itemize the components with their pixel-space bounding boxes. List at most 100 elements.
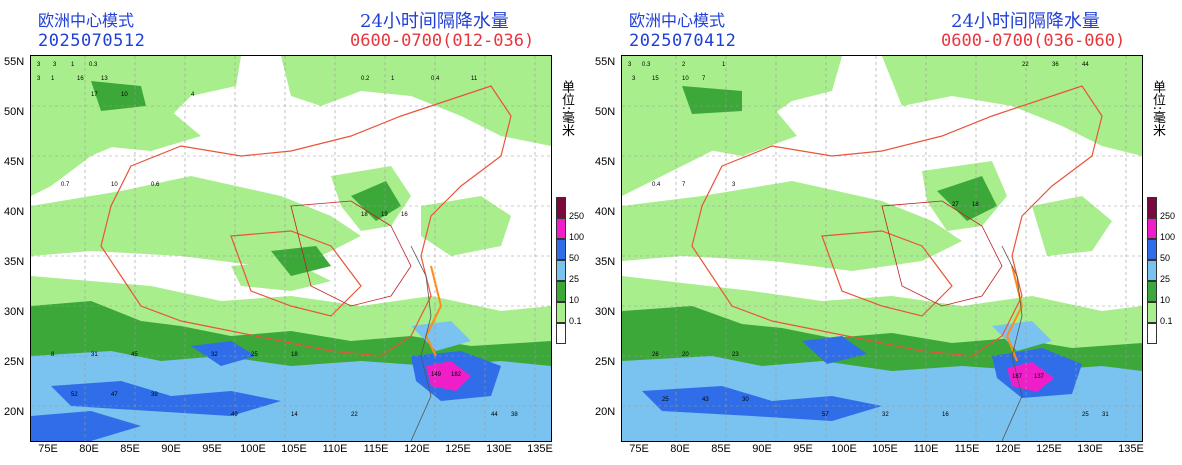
svg-text:36: 36 — [1052, 62, 1059, 68]
svg-text:30: 30 — [742, 397, 749, 403]
legend-value-25: 25 — [1160, 274, 1171, 284]
svg-text:45: 45 — [131, 352, 138, 358]
lat-label-55: 55N — [595, 56, 616, 68]
svg-text:10: 10 — [121, 92, 128, 98]
svg-text:0.3: 0.3 — [642, 62, 651, 68]
svg-text:1: 1 — [51, 76, 55, 82]
legend-value-100: 100 — [1160, 232, 1176, 242]
svg-text:49: 49 — [231, 412, 238, 418]
legend-value-25: 25 — [569, 274, 580, 284]
svg-text:8: 8 — [51, 352, 55, 358]
extreme-areas — [426, 361, 471, 391]
svg-text:0.4: 0.4 — [652, 182, 661, 188]
legend-swatch-250plus — [1147, 197, 1157, 218]
lon-label-80: 80E — [79, 443, 99, 455]
legend-swatch-50 — [556, 239, 566, 260]
svg-text:23: 23 — [732, 352, 739, 358]
svg-text:1: 1 — [391, 76, 395, 82]
precip-map-svg: 3 3 1 0.3 3 1 16 13 17 10 4 0.2 1 0.4 11 0.7 10 0.6 1… — [31, 56, 551, 441]
lon-label-75: 75E — [38, 443, 58, 455]
precip-map-svg: 3 0.3 2 1 3 15 10 7 22 36 44 0.4 7 3 27 18 26 20 23 1… — [622, 56, 1142, 441]
svg-text:52: 52 — [71, 392, 78, 398]
lon-label-85: 85E — [711, 443, 731, 455]
legend-swatch-01 — [556, 302, 566, 323]
svg-text:3: 3 — [37, 62, 41, 68]
run-date: 2025070512 — [38, 31, 146, 51]
lat-label-30: 30N — [595, 306, 616, 318]
svg-text:0.3: 0.3 — [89, 62, 98, 68]
svg-text:10: 10 — [682, 76, 689, 82]
svg-text:4: 4 — [191, 92, 195, 98]
panel-right: 欧洲中心模式 2025070412 24小时间隔降水量 0600-0700(03… — [591, 0, 1182, 465]
legend-swatch-0 — [556, 323, 566, 344]
svg-text:3: 3 — [632, 76, 636, 82]
svg-text:15: 15 — [652, 76, 659, 82]
lat-label-35: 35N — [4, 256, 25, 268]
svg-text:27: 27 — [952, 202, 959, 208]
svg-text:137: 137 — [1034, 374, 1045, 380]
legend-swatch-10 — [556, 281, 566, 302]
svg-text:18: 18 — [361, 212, 368, 218]
run-date: 2025070412 — [629, 31, 737, 51]
lon-label-95: 95E — [793, 443, 813, 455]
lat-label-45: 45N — [595, 156, 616, 168]
svg-text:187: 187 — [1012, 374, 1023, 380]
svg-text:44: 44 — [491, 412, 498, 418]
lat-label-20: 20N — [4, 406, 25, 418]
color-legend: 250 100 50 25 10 0.1 — [1147, 197, 1175, 344]
lat-label-55: 55N — [4, 56, 25, 68]
svg-text:32: 32 — [211, 352, 218, 358]
legend-value-10: 10 — [1160, 295, 1171, 305]
svg-text:14: 14 — [291, 412, 298, 418]
svg-text:43: 43 — [702, 397, 709, 403]
svg-text:16: 16 — [77, 76, 84, 82]
svg-text:25: 25 — [662, 397, 669, 403]
legend-swatch-100 — [556, 218, 566, 239]
lat-label-25: 25N — [595, 356, 616, 368]
svg-text:25: 25 — [251, 352, 258, 358]
lon-label-105: 105E — [872, 443, 898, 455]
lat-label-20: 20N — [595, 406, 616, 418]
lat-label-50: 50N — [595, 106, 616, 118]
legend-swatch-100 — [1147, 218, 1157, 239]
coastline — [1001, 245, 1023, 441]
precip-title: 24小时间隔降水量 — [360, 11, 509, 32]
precip-map: 3 0.3 2 1 3 15 10 7 22 36 44 0.4 7 3 27 18 26 20 23 1… — [621, 55, 1143, 442]
svg-text:17: 17 — [91, 92, 98, 98]
svg-text:0.7: 0.7 — [61, 182, 70, 188]
lon-label-85: 85E — [120, 443, 140, 455]
svg-text:19: 19 — [381, 212, 388, 218]
legend-value-01: 0.1 — [1160, 316, 1173, 326]
forecast-period: 0600-0700(012-036) — [350, 31, 535, 51]
legend-swatch-25 — [556, 260, 566, 281]
svg-text:18: 18 — [291, 352, 298, 358]
panel-left: 欧洲中心模式 2025070512 24小时间隔降水量 0600-0700(01… — [4, 11, 584, 455]
svg-text:39: 39 — [151, 392, 158, 398]
svg-text:3: 3 — [628, 62, 632, 68]
legend-value-250: 250 — [569, 211, 585, 221]
svg-text:1: 1 — [722, 62, 726, 68]
legend-swatch-50 — [1147, 239, 1157, 260]
lon-label-90: 90E — [752, 443, 772, 455]
svg-text:13: 13 — [101, 76, 108, 82]
lon-label-115: 115E — [954, 443, 980, 455]
svg-text:7: 7 — [702, 76, 706, 82]
lat-label-25: 25N — [4, 356, 25, 368]
legend-swatch-250plus — [556, 197, 566, 218]
model-title: 欧洲中心模式 — [38, 11, 135, 30]
svg-text:47: 47 — [111, 392, 118, 398]
lon-label-105: 105E — [281, 443, 307, 455]
color-legend: 250 100 50 25 10 0.1 — [556, 197, 584, 344]
lon-label-110: 110E — [913, 443, 939, 455]
legend-swatch-01 — [1147, 302, 1157, 323]
station-values: 3 0.3 2 1 3 15 10 7 22 36 44 0.4 7 3 27 18 26 20 23 1… — [628, 62, 1109, 418]
lon-label-100: 100E — [240, 443, 266, 455]
lat-label-40: 40N — [4, 206, 25, 218]
rivers — [1005, 265, 1024, 362]
lon-label-115: 115E — [363, 443, 389, 455]
lon-label-90: 90E — [161, 443, 181, 455]
svg-text:38: 38 — [511, 412, 518, 418]
legend-swatch-10 — [1147, 281, 1157, 302]
svg-text:31: 31 — [91, 352, 98, 358]
svg-text:3: 3 — [53, 62, 57, 68]
